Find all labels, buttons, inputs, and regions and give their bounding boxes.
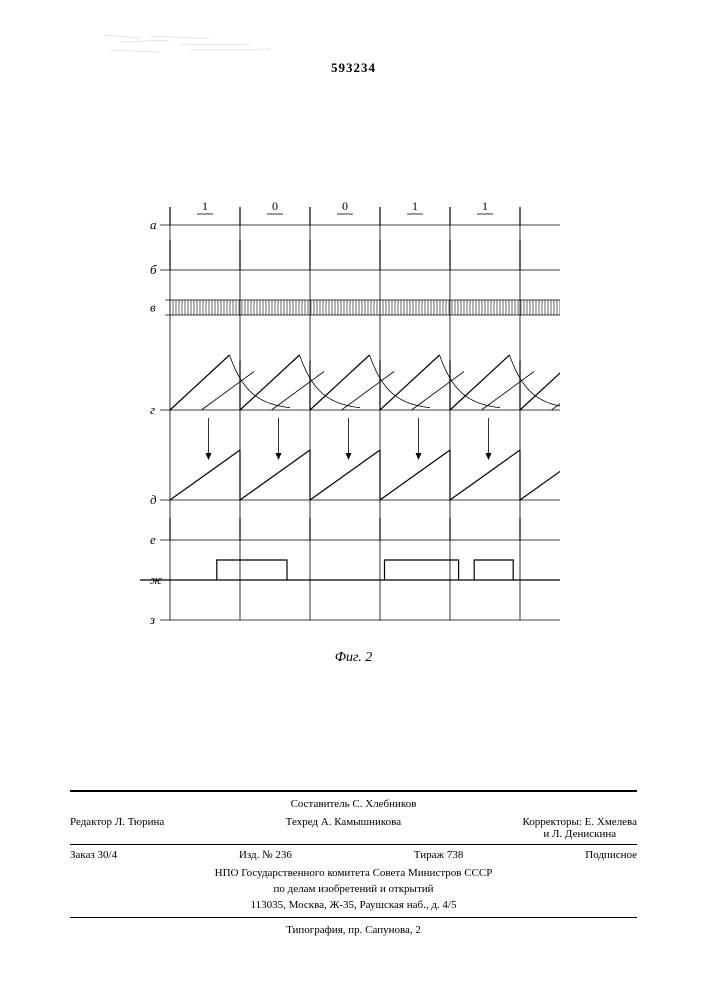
svg-text:е: е	[150, 532, 156, 547]
org2: по делам изобретений и открытий	[70, 883, 637, 899]
document-number: 593234	[0, 60, 707, 76]
rule	[70, 917, 637, 918]
svg-text:а: а	[150, 217, 157, 232]
izd: Изд. № 236	[239, 849, 292, 861]
svg-text:1: 1	[482, 200, 488, 213]
org1: НПО Государственного комитета Совета Мин…	[70, 863, 637, 883]
page: 593234 1 0 0 1 1 а б в г д е ж з Фиг. 2 Составитель …	[0, 0, 707, 1000]
order: Заказ 30/4	[70, 849, 117, 861]
order-row: Заказ 30/4 Изд. № 236 Тираж 738 Подписно…	[70, 847, 637, 863]
rule	[70, 844, 637, 845]
address: 113035, Москва, Ж-35, Раушская наб., д. …	[70, 899, 637, 915]
editor: Редактор Л. Тюрина	[70, 816, 164, 840]
svg-text:1: 1	[202, 200, 208, 213]
imprint-block: Составитель С. Хлебников Редактор Л. Тюр…	[70, 788, 637, 940]
svg-text:ж: ж	[150, 572, 162, 587]
rule	[70, 790, 637, 792]
scan-noise	[100, 30, 300, 60]
diagram-svg: 1 0 0 1 1 а б в г д е ж з	[140, 200, 560, 640]
svg-text:0: 0	[342, 200, 348, 213]
tirazh: Тираж 738	[414, 849, 464, 861]
svg-text:з: з	[149, 612, 155, 627]
compiler-line: Составитель С. Хлебников	[70, 794, 637, 814]
correctors: Корректоры: Е. Хмелева и Л. Денискина	[522, 816, 637, 840]
typography: Типография, пр. Сапунова, 2	[70, 920, 637, 940]
timing-diagram: 1 0 0 1 1 а б в г д е ж з	[140, 200, 560, 640]
svg-text:1: 1	[412, 200, 418, 213]
podpisnoe: Подписное	[585, 849, 637, 861]
svg-text:0: 0	[272, 200, 278, 213]
figure-caption: Фиг. 2	[0, 650, 707, 666]
svg-text:б: б	[150, 262, 157, 277]
techred: Техред А. Камышникова	[286, 816, 401, 840]
svg-text:в: в	[150, 300, 156, 315]
svg-text:г: г	[150, 402, 155, 417]
svg-text:д: д	[150, 492, 157, 507]
credits-row: Редактор Л. Тюрина Техред А. Камышникова…	[70, 814, 637, 842]
